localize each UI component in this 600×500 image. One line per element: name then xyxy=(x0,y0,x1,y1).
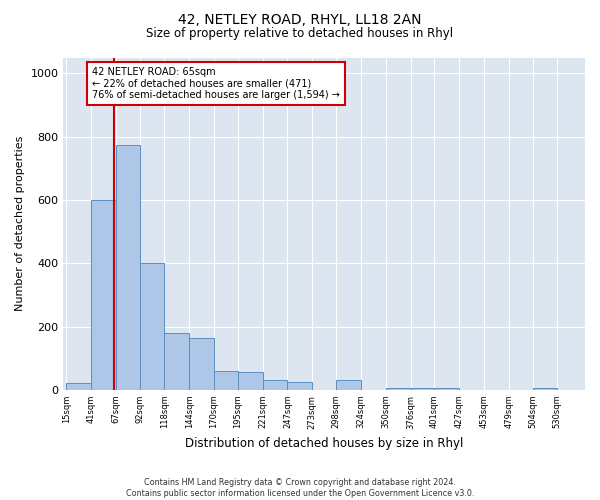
Bar xyxy=(533,388,557,390)
Bar xyxy=(287,382,312,390)
Bar xyxy=(140,263,164,390)
Bar xyxy=(214,371,238,390)
Text: 42, NETLEY ROAD, RHYL, LL18 2AN: 42, NETLEY ROAD, RHYL, LL18 2AN xyxy=(178,12,422,26)
X-axis label: Distribution of detached houses by size in Rhyl: Distribution of detached houses by size … xyxy=(185,437,463,450)
Bar xyxy=(410,388,434,390)
Text: 42 NETLEY ROAD: 65sqm
← 22% of detached houses are smaller (471)
76% of semi-det: 42 NETLEY ROAD: 65sqm ← 22% of detached … xyxy=(92,67,340,100)
Bar xyxy=(336,380,361,390)
Bar xyxy=(238,372,263,390)
Bar xyxy=(263,380,287,390)
Y-axis label: Number of detached properties: Number of detached properties xyxy=(15,136,25,312)
Bar xyxy=(116,144,140,390)
Bar xyxy=(386,388,410,390)
Text: Contains HM Land Registry data © Crown copyright and database right 2024.
Contai: Contains HM Land Registry data © Crown c… xyxy=(126,478,474,498)
Bar xyxy=(189,338,214,390)
Bar xyxy=(66,384,91,390)
Bar xyxy=(434,388,459,390)
Bar xyxy=(164,333,189,390)
Text: Size of property relative to detached houses in Rhyl: Size of property relative to detached ho… xyxy=(146,28,454,40)
Bar xyxy=(91,200,116,390)
